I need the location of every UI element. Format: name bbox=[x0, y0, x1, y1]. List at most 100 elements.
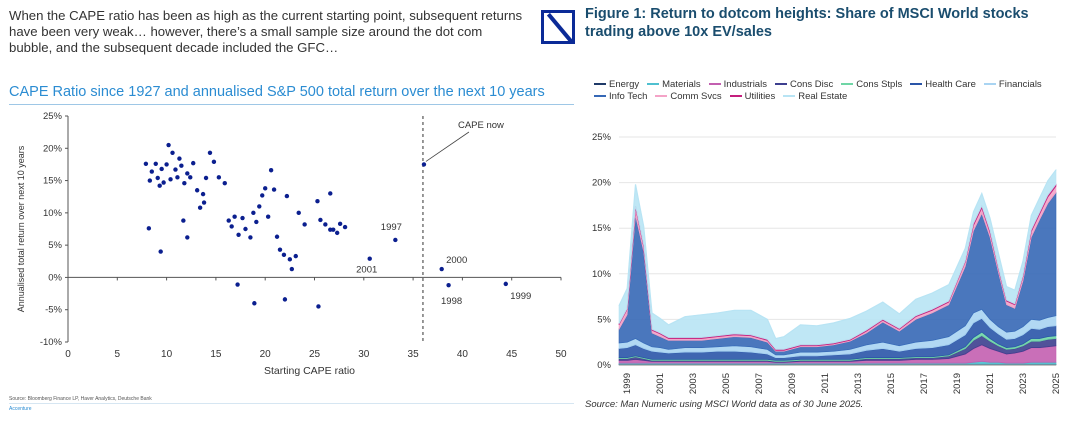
x-tick-label: 10 bbox=[161, 349, 173, 360]
x-tick-label: 25 bbox=[309, 349, 321, 360]
legend-item: Cons Disc bbox=[774, 79, 834, 91]
x-tick-label: 35 bbox=[408, 349, 420, 360]
y-tick-label: 10% bbox=[592, 269, 612, 280]
legend-label: Industrials bbox=[723, 79, 767, 90]
data-point bbox=[188, 175, 193, 180]
cape-now-point bbox=[421, 162, 427, 167]
left-bottom-rule bbox=[9, 403, 574, 404]
data-point bbox=[155, 175, 160, 181]
y-tick-label: 25% bbox=[43, 111, 63, 122]
x-tick-label: 2001 bbox=[655, 373, 666, 394]
data-point bbox=[257, 204, 262, 209]
data-point bbox=[265, 214, 271, 219]
annotation-year: 2001 bbox=[356, 265, 377, 276]
legend-label: Energy bbox=[609, 79, 640, 90]
data-point bbox=[173, 167, 178, 172]
data-point bbox=[268, 168, 274, 173]
data-point bbox=[439, 266, 444, 272]
y-tick-label: -10% bbox=[40, 337, 63, 348]
legend-item: Info Tech bbox=[594, 91, 647, 103]
data-point bbox=[229, 224, 234, 229]
line-series-real-estate bbox=[618, 169, 1057, 340]
x-tick-label: 2019 bbox=[952, 373, 963, 394]
x-tick-label: 2007 bbox=[754, 373, 765, 394]
legend-swatch bbox=[708, 83, 721, 86]
legend-swatch bbox=[647, 83, 660, 86]
data-point bbox=[164, 162, 169, 167]
right-chart-title: Figure 1: Return to dotcom heights: Shar… bbox=[585, 6, 1029, 40]
data-point bbox=[323, 222, 328, 227]
data-point bbox=[235, 282, 240, 287]
legend-swatch bbox=[774, 83, 787, 86]
intro-text: When the CAPE ratio has been as high as … bbox=[9, 8, 523, 55]
data-point bbox=[284, 193, 290, 199]
data-point bbox=[185, 171, 190, 176]
y-tick-label: 5% bbox=[48, 240, 62, 251]
x-tick-label: 45 bbox=[506, 349, 518, 360]
x-tick-label: 2013 bbox=[853, 373, 864, 394]
left-source-note-2: Accenture bbox=[9, 406, 32, 412]
legend-item: Cons Stpls bbox=[841, 79, 902, 91]
y-tick-label: 20% bbox=[592, 178, 612, 189]
y-tick-label: 15% bbox=[592, 223, 612, 234]
data-point bbox=[211, 159, 217, 165]
x-tick-label: 5 bbox=[115, 349, 121, 360]
data-point bbox=[281, 252, 287, 258]
x-tick-label: 2003 bbox=[688, 373, 699, 394]
legend-swatch bbox=[655, 95, 668, 98]
data-point bbox=[191, 160, 196, 166]
data-point bbox=[271, 187, 277, 192]
data-point bbox=[263, 186, 268, 191]
data-point bbox=[149, 169, 155, 174]
legend-swatch bbox=[594, 95, 606, 98]
data-point bbox=[236, 232, 241, 238]
x-tick-label: 2023 bbox=[1018, 373, 1029, 394]
y-tick-label: 15% bbox=[43, 176, 63, 187]
x-tick-label: 30 bbox=[358, 349, 370, 360]
left-source-note: Source: Bloomberg Finance LP, Haver Anal… bbox=[9, 396, 152, 402]
x-tick-label: 0 bbox=[65, 349, 71, 360]
data-point bbox=[393, 237, 398, 243]
data-point bbox=[175, 175, 180, 180]
data-point bbox=[143, 161, 149, 166]
data-point bbox=[260, 193, 265, 198]
left-chart-title: CAPE Ratio since 1927 and annualised S&P… bbox=[9, 84, 545, 100]
data-point bbox=[194, 188, 200, 193]
x-tick-label: 2025 bbox=[1051, 373, 1062, 394]
data-point bbox=[240, 215, 245, 221]
x-tick-label: 1999 bbox=[622, 373, 633, 394]
x-tick-label: 2017 bbox=[919, 373, 930, 394]
legend-swatch bbox=[594, 83, 606, 86]
data-point bbox=[331, 227, 336, 232]
data-point bbox=[289, 266, 295, 272]
legend-label: Real Estate bbox=[798, 91, 848, 102]
legend-label: Info Tech bbox=[609, 91, 648, 102]
cape-now-pointer bbox=[425, 131, 470, 162]
annotation-year: 1999 bbox=[510, 291, 531, 302]
data-point bbox=[337, 221, 343, 227]
y-tick-label: 5% bbox=[597, 314, 611, 325]
legend-swatch bbox=[910, 83, 923, 86]
data-point bbox=[170, 150, 175, 156]
data-point bbox=[296, 210, 301, 216]
x-tick-label: 50 bbox=[555, 349, 567, 360]
data-point bbox=[161, 180, 166, 185]
legend-swatch bbox=[841, 83, 854, 86]
legend-label: Materials bbox=[662, 79, 701, 90]
x-tick-label: 2005 bbox=[721, 373, 732, 394]
legend-item: Financials bbox=[983, 79, 1042, 91]
legend-label: Cons Disc bbox=[789, 79, 834, 90]
data-point bbox=[277, 247, 283, 252]
y-tick-label: 0% bbox=[48, 272, 62, 283]
legend-item: Health Care bbox=[910, 79, 976, 91]
legend-label: Utilities bbox=[744, 91, 776, 102]
data-point bbox=[182, 180, 187, 186]
y-tick-label: 0% bbox=[597, 360, 611, 371]
area-chart-legend: Energy Materials Industrials Cons Disc Cons … bbox=[594, 79, 1064, 103]
y-tick-label: -5% bbox=[45, 305, 62, 316]
legend-label: Cons Stpls bbox=[856, 79, 903, 90]
data-point bbox=[315, 199, 320, 204]
data-point bbox=[153, 161, 158, 166]
data-point bbox=[226, 218, 231, 223]
